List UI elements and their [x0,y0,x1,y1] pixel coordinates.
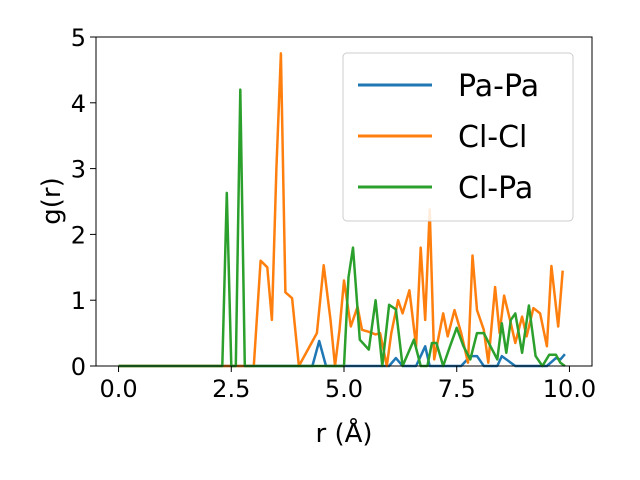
y-ticks: 0 1 2 3 4 5 [71,24,96,381]
series-line-cl-cl [118,52,564,368]
y-tick-label: 0 [71,353,86,381]
legend-box [342,52,574,222]
x-axis-label: r (Å) [315,417,372,449]
legend-label-cl-pa: Cl-Pa [458,171,533,206]
x-tick-label: 2.5 [212,375,250,403]
y-tick-label: 5 [71,24,86,52]
y-tick-label: 4 [71,90,86,118]
y-axis-label: g(r) [37,177,67,224]
x-tick-label: 10.0 [543,375,596,403]
y-tick-label: 3 [71,156,86,184]
x-ticks: 0.0 2.5 5.0 7.5 10.0 [99,366,596,403]
x-tick-label: 0.0 [99,375,137,403]
x-tick-label: 5.0 [325,375,363,403]
y-tick-label: 1 [71,287,86,315]
legend: Pa-Pa Cl-Cl Cl-Pa [342,52,574,222]
legend-label-pa-pa: Pa-Pa [458,69,539,104]
legend-label-cl-cl: Cl-Cl [458,120,527,155]
y-tick-label: 2 [71,221,86,249]
x-tick-label: 7.5 [438,375,476,403]
